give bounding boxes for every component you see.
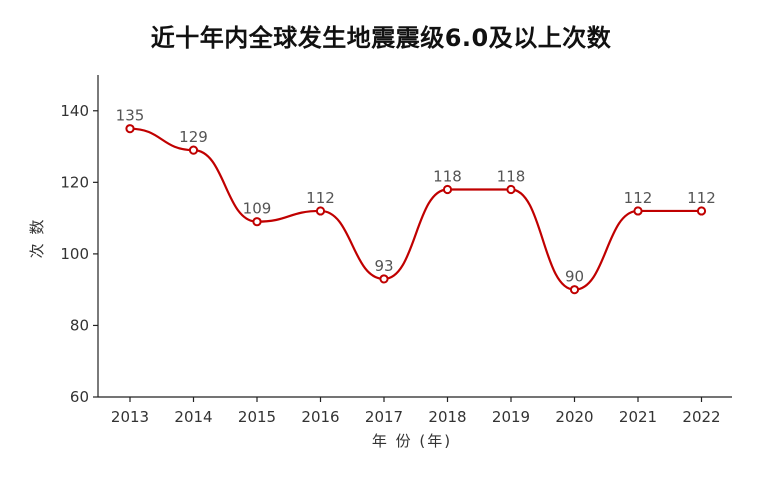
series-line: [129, 127, 702, 291]
data-point: [696, 206, 707, 216]
data-point: [315, 206, 326, 216]
chart-title: 近十年内全球发生地震震级6.0及以上次数: [150, 24, 612, 52]
x-tick-label: 2017: [365, 408, 403, 426]
data-label: 112: [687, 189, 716, 207]
y-tick-label: 120: [60, 173, 89, 191]
data-point: [506, 184, 516, 195]
y-tick-label: 140: [60, 102, 89, 120]
x-tick-label: 2015: [238, 408, 276, 426]
data-labels: 135 129 109 112 93 118 118 90 112 112: [116, 107, 716, 286]
y-tick-label: 60: [70, 388, 89, 406]
x-tick-label: 2014: [174, 408, 212, 426]
x-tick-label: 2020: [555, 408, 593, 426]
x-tick-label: 2021: [619, 408, 657, 426]
data-point: [442, 184, 453, 195]
data-label: 135: [116, 107, 145, 125]
data-label: 112: [624, 189, 653, 207]
data-point: [188, 145, 199, 155]
x-tick-label: 2022: [682, 408, 720, 426]
data-point: [252, 217, 262, 227]
data-label: 90: [565, 268, 584, 286]
data-label: 118: [433, 167, 462, 185]
x-tick-label: 2019: [492, 408, 530, 426]
y-axis-ticks: 60 80 100 120 140: [60, 102, 98, 406]
data-label: 93: [374, 257, 393, 275]
data-label: 118: [497, 167, 526, 185]
y-tick-label: 100: [60, 245, 89, 263]
data-point: [379, 274, 389, 284]
x-tick-label: 2018: [428, 408, 466, 426]
data-label: 112: [306, 189, 335, 207]
x-axis-ticks: 2013 2014 2015 2016 2017 2018 2019 2020 2021 2022: [111, 397, 721, 426]
y-axis-title: 次 数: [28, 218, 46, 259]
x-tick-label: 2013: [111, 408, 149, 426]
x-axis-title: 年 份 (年): [372, 432, 452, 450]
data-point: [633, 206, 643, 216]
data-point: [125, 124, 135, 134]
data-label: 129: [179, 128, 208, 146]
data-label: 109: [243, 200, 272, 218]
axes: [97, 75, 732, 398]
y-tick-label: 80: [70, 316, 89, 334]
data-point: [569, 285, 580, 295]
data-points: [125, 124, 707, 295]
x-tick-label: 2016: [301, 408, 339, 426]
